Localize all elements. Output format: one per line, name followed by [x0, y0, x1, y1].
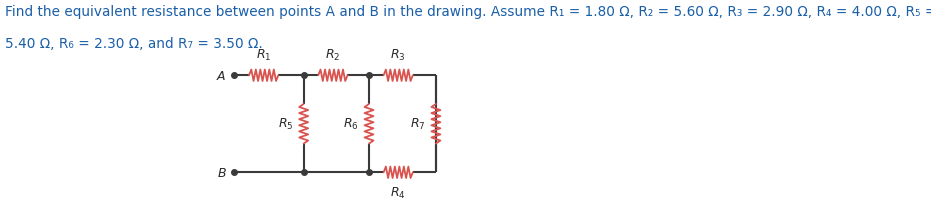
Text: Find the equivalent resistance between points A and B in the drawing. Assume R₁ : Find the equivalent resistance between p…	[6, 5, 931, 19]
Text: $R_6$: $R_6$	[344, 117, 359, 132]
Text: $A$: $A$	[216, 69, 227, 82]
Text: $R_5$: $R_5$	[278, 117, 293, 132]
Text: $R_2$: $R_2$	[325, 48, 341, 63]
Text: $R_4$: $R_4$	[390, 185, 406, 200]
Text: 5.40 Ω, R₆ = 2.30 Ω, and R₇ = 3.50 Ω.: 5.40 Ω, R₆ = 2.30 Ω, and R₇ = 3.50 Ω.	[6, 37, 263, 50]
Text: $R_3$: $R_3$	[390, 48, 406, 63]
Text: $R_7$: $R_7$	[411, 117, 425, 132]
Text: $B$: $B$	[217, 166, 227, 179]
Text: $R_1$: $R_1$	[256, 48, 272, 63]
